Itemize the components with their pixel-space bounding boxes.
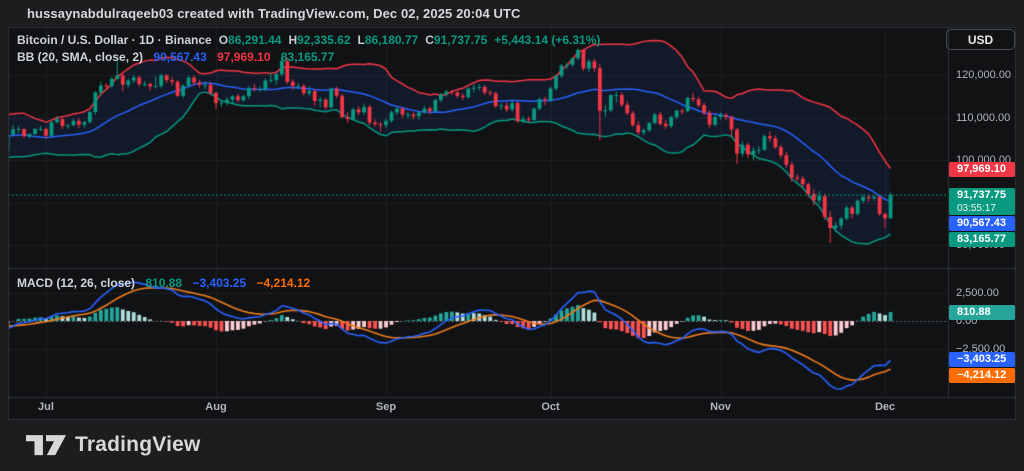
macd-legend[interactable]: MACD (12, 26, close) 810.88 −3,403.25 −4… (17, 276, 310, 290)
countdown-timer: 03:55:17 (957, 203, 996, 215)
time-tick-dec: Dec (874, 401, 896, 413)
bb-legend[interactable]: BB (20, SMA, close, 2) 90,567.43 97,969.… (17, 50, 334, 64)
time-axis[interactable]: Jul Aug Sep Oct Nov Dec (8, 401, 948, 419)
attribution-bar: hussaynabdulraqeeb03 created with Tradin… (0, 0, 1024, 27)
bb-title: BB (20, SMA, close, 2) (17, 50, 144, 64)
macd-title: MACD (12, 26, close) (17, 276, 136, 290)
footer: TradingView (0, 419, 1024, 471)
ohlc-value: 92,335.62 (297, 33, 351, 47)
bb-lower-value: 83,165.77 (280, 50, 335, 64)
ohlc-value: 86,291.44 (228, 33, 282, 47)
time-tick-oct: Oct (541, 401, 560, 413)
bb-basis-price-badge: 90,567.43 (949, 216, 1015, 232)
macd-tick-label: −2,500.00 (956, 343, 1006, 355)
price-change: +5,443.14 (+6.31%) (494, 33, 601, 47)
time-tick-jul: Jul (38, 401, 54, 413)
tradingview-logo-icon (26, 434, 66, 455)
attribution-text: hussaynabdulraqeeb03 created with Tradin… (27, 6, 521, 21)
macd-line-badge: −3,403.25 (949, 352, 1015, 368)
symbol-title: Bitcoin / U.S. Dollar · 1D · Binance (17, 33, 212, 47)
tradingview-logo-text: TradingView (75, 433, 201, 456)
macd-hist-value: 810.88 (145, 276, 183, 290)
bb-upper-value: 97,969.10 (217, 50, 271, 64)
macd-hist-badge: 810.88 (949, 304, 1015, 320)
tradingview-logo[interactable]: TradingView (26, 432, 201, 459)
ohlc-key: H (288, 33, 298, 47)
time-tick-sep: Sep (375, 401, 397, 413)
bb-upper-price-badge: 97,969.10 (949, 161, 1015, 177)
bb-basis-value: 90,567.43 (153, 50, 207, 64)
macd-tick-label: 2,500.00 (956, 287, 999, 299)
ohlc-value: 86,180.77 (364, 33, 419, 47)
bb-lower-price-badge: 83,165.77 (949, 232, 1015, 248)
macd-signal-value: −4,214.12 (256, 276, 311, 290)
currency-toggle-button[interactable]: USD (946, 29, 1015, 50)
ohlc-value: 91,737.75 (433, 33, 488, 47)
symbol-legend[interactable]: Bitcoin / U.S. Dollar · 1D · Binance O86,… (17, 33, 600, 47)
price-tick-label: 110,000.00 (956, 111, 1011, 124)
price-tick-label: 120,000.00 (956, 69, 1012, 81)
macd-signal-badge: −4,214.12 (949, 368, 1015, 384)
last-price-badge: 91,737.75 03:55:17 (949, 188, 1015, 216)
ohlc-key: L (357, 33, 365, 47)
time-tick-aug: Aug (205, 401, 227, 413)
macd-line-value: −3,403.25 (192, 276, 247, 290)
time-tick-nov: Nov (710, 401, 731, 413)
ohlc-key: O (218, 33, 229, 47)
ohlc-key: C (425, 33, 434, 47)
